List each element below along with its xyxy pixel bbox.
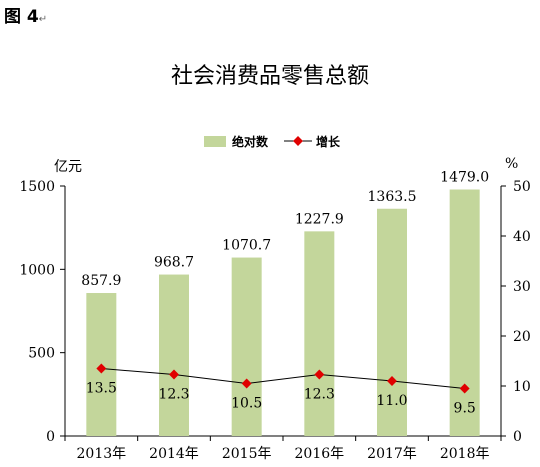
growth-value-label: 13.5 — [86, 381, 117, 397]
x-tick-label: 2016年 — [295, 446, 345, 462]
x-tick-label: 2015年 — [222, 446, 272, 462]
growth-value-label: 10.5 — [231, 396, 262, 412]
growth-value-label: 9.5 — [454, 401, 476, 417]
y-left-tick-label: 1000 — [19, 262, 55, 278]
bar — [377, 208, 407, 436]
y-right-tick-label: 40 — [513, 229, 531, 245]
legend-label-absolute: 绝对数 — [232, 134, 269, 149]
growth-value-label: 12.3 — [158, 387, 189, 403]
bar-value-label: 1479.0 — [440, 170, 489, 186]
growth-value-label: 12.3 — [304, 387, 335, 403]
legend-swatch-absolute — [204, 136, 226, 147]
legend: 绝对数 增长 — [204, 134, 341, 149]
y-right-tick-label: 20 — [513, 329, 531, 345]
bar-value-label: 1070.7 — [222, 238, 271, 254]
bar-value-label: 1227.9 — [295, 211, 344, 227]
y-right-unit: % — [505, 156, 518, 172]
x-tick-label: 2014年 — [149, 446, 199, 462]
bar — [449, 189, 480, 436]
bar-value-label: 857.9 — [81, 273, 121, 289]
y-left-tick-label: 0 — [46, 429, 55, 445]
x-tick-label: 2018年 — [440, 446, 490, 462]
legend-marker-growth — [293, 136, 303, 146]
bar — [231, 257, 262, 436]
bar — [304, 231, 335, 436]
paragraph-mark: ↵ — [38, 14, 48, 25]
bar-value-label: 968.7 — [154, 255, 194, 271]
figure-label: 图 4↵ — [4, 7, 48, 27]
y-left-tick-label: 500 — [28, 346, 55, 362]
growth-point — [169, 369, 179, 380]
x-tick-label: 2017年 — [367, 446, 417, 462]
y-right-tick-label: 10 — [513, 379, 531, 395]
growth-point — [241, 378, 252, 389]
y-right-tick-label: 50 — [513, 179, 531, 195]
growth-point — [459, 383, 470, 394]
chart-title: 社会消费品零售总额 — [170, 64, 369, 89]
y-left-tick-label: 1500 — [19, 179, 55, 195]
chart-marks: 0 500 1000 1500 0 10 20 30 40 50 857.9 2013年 968.7 20… — [19, 170, 530, 463]
growth-value-label: 11.0 — [376, 393, 407, 409]
legend-label-growth: 增长 — [316, 134, 341, 149]
bar — [159, 274, 189, 436]
y-left-unit: 亿元 — [54, 159, 82, 175]
y-right-tick-label: 30 — [513, 279, 531, 295]
growth-line — [101, 368, 465, 389]
bar-value-label: 1363.5 — [368, 189, 417, 205]
y-right-tick-label: 0 — [513, 429, 522, 445]
growth-point — [387, 376, 397, 386]
growth-point — [314, 369, 325, 380]
x-tick-label: 2013年 — [77, 446, 127, 462]
